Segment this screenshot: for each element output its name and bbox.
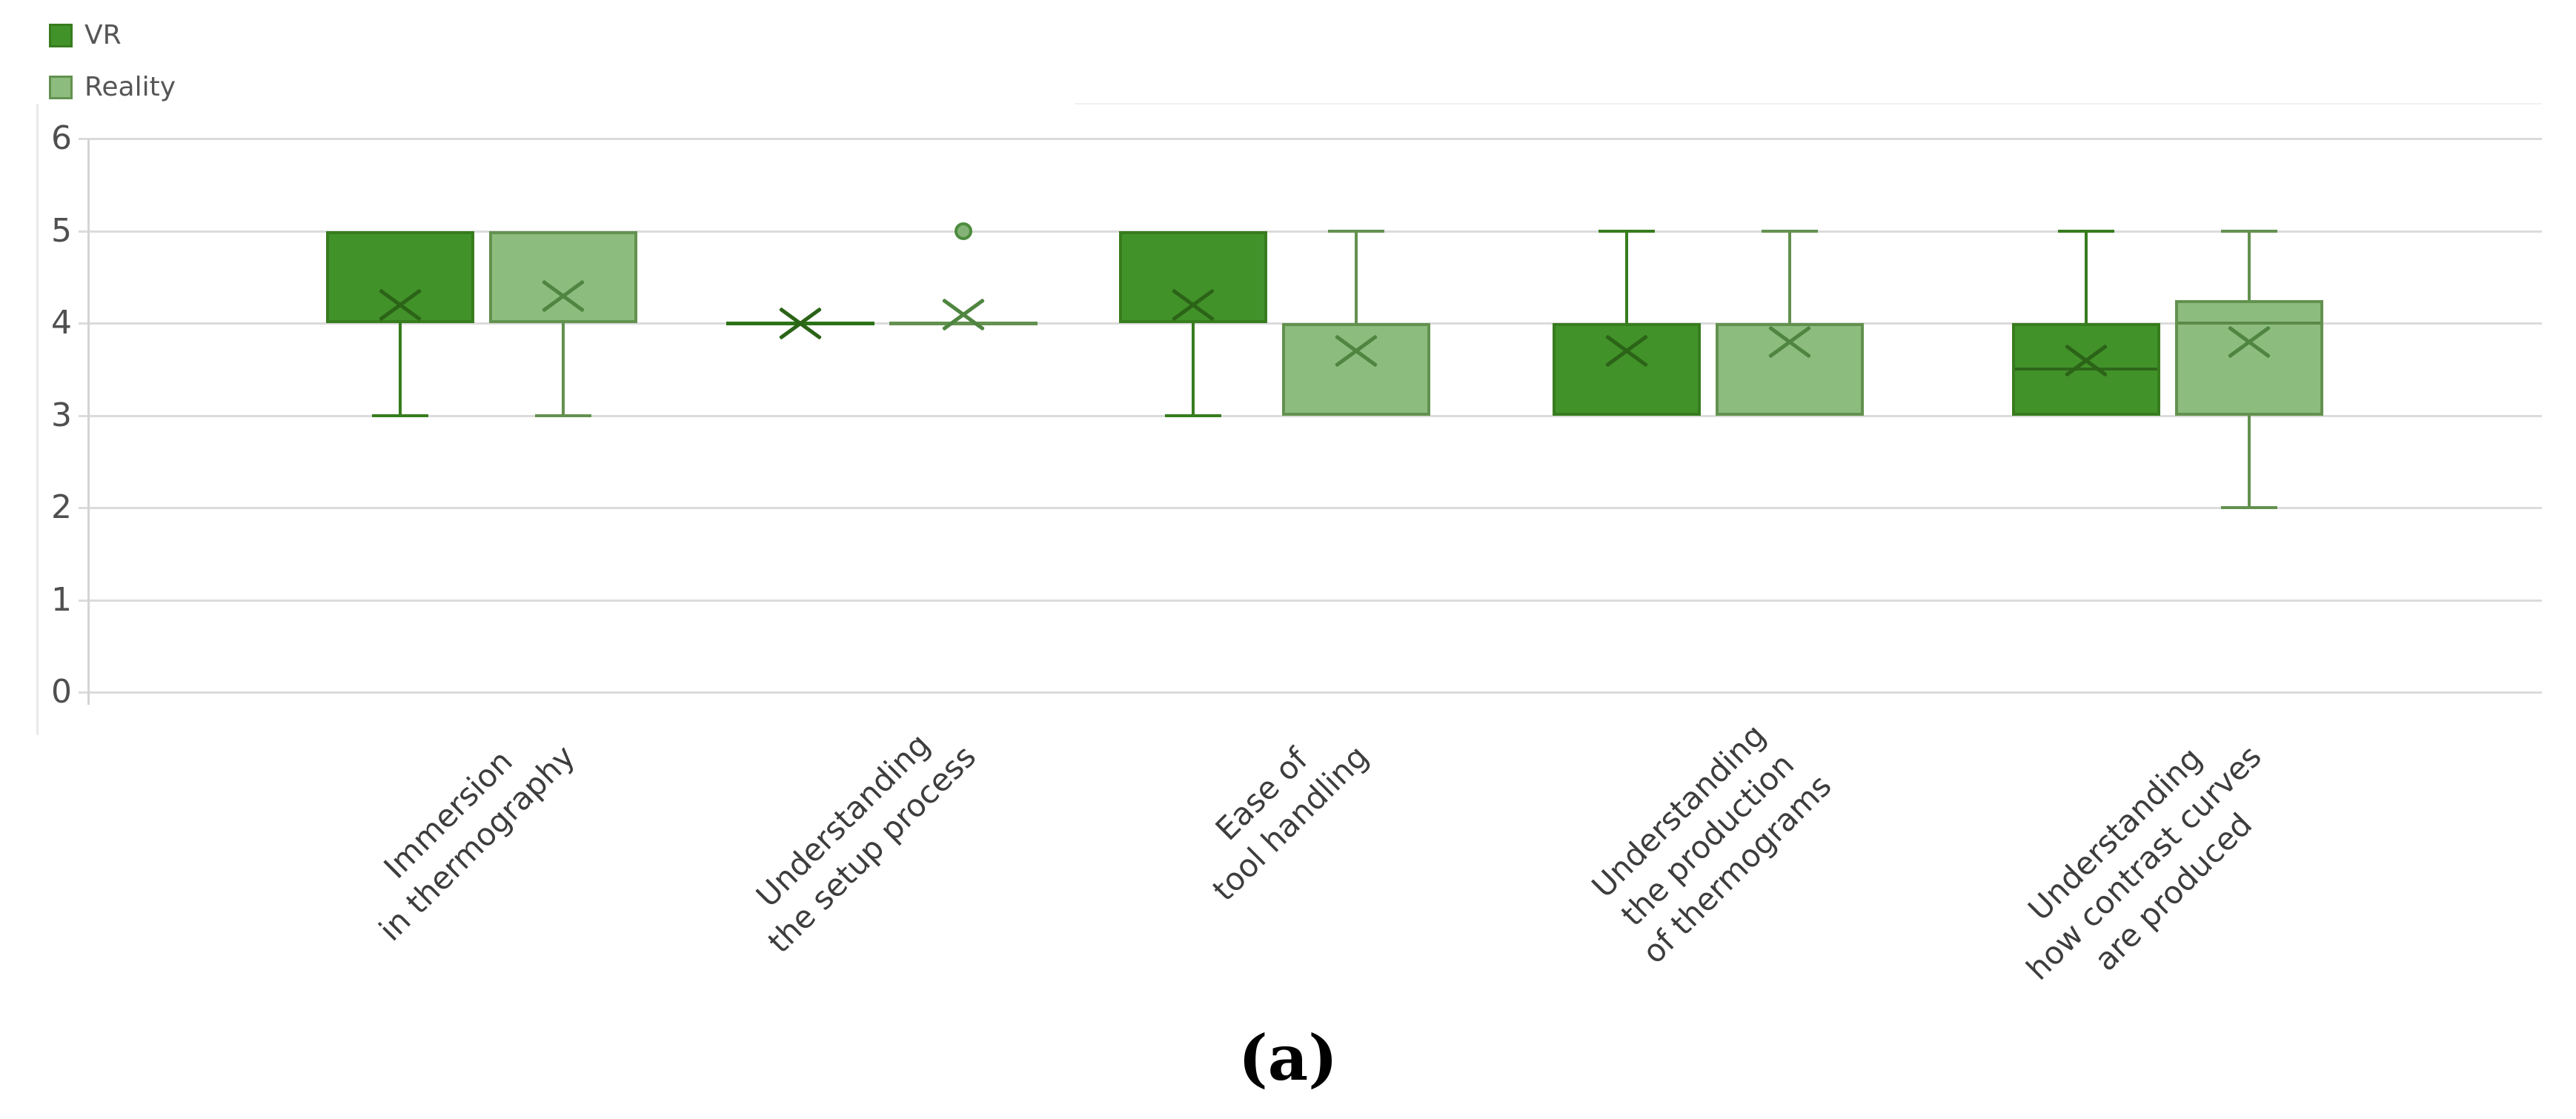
whisker-stem-lower	[1192, 323, 1195, 416]
whisker-stem-upper	[2248, 230, 2251, 300]
gridline	[79, 414, 2542, 417]
whisker-stem-lower	[399, 323, 402, 416]
category-label: Understanding the setup process	[748, 726, 983, 960]
box-reality	[2175, 299, 2323, 416]
chart-legend: VR Reality	[49, 21, 176, 124]
box-reality	[1716, 323, 1864, 416]
whisker-cap-upper	[1762, 229, 1818, 233]
outlier-dot	[955, 222, 972, 240]
whisker-stem-upper	[1625, 230, 1628, 323]
whisker-stem-upper	[2085, 230, 2088, 323]
y-axis-line	[87, 139, 90, 705]
mean-x-marker	[1605, 333, 1648, 368]
legend-label: VR	[84, 20, 122, 50]
whisker-cap-lower	[535, 414, 591, 417]
y-axis-tick-label: 6	[51, 119, 72, 157]
mean-x-marker	[1172, 288, 1215, 322]
gridline	[79, 507, 2542, 509]
y-axis-tick-label: 2	[51, 488, 72, 526]
mean-x-marker	[2065, 343, 2108, 377]
box-flat-line	[889, 322, 1038, 325]
whisker-stem-upper	[1788, 230, 1791, 323]
whisker-stem-lower	[562, 323, 565, 416]
gridline	[79, 691, 2542, 694]
whisker-cap-lower	[372, 414, 428, 417]
y-axis-tick-label: 0	[51, 673, 72, 711]
gridline	[79, 138, 2542, 140]
figure-caption: (a)	[1238, 1021, 1338, 1095]
box-vr	[1119, 230, 1267, 323]
box-reality	[489, 230, 637, 323]
legend-item-vr: VR	[49, 21, 176, 50]
whisker-cap-upper	[2221, 229, 2277, 233]
whisker-stem-lower	[2248, 415, 2251, 508]
y-axis-tick-label: 4	[51, 304, 72, 342]
whisker-cap-upper	[1599, 229, 1655, 233]
category-label: Understanding the production of thermogr…	[1584, 717, 1839, 971]
legend-swatch-icon	[49, 24, 73, 47]
chart-left-edge-line	[36, 104, 39, 735]
y-axis-tick-label: 1	[51, 580, 72, 619]
mean-x-marker	[1335, 333, 1378, 368]
mean-x-marker	[379, 288, 422, 322]
gridline	[79, 599, 2542, 602]
whisker-cap-lower	[2221, 506, 2277, 509]
median-line	[2178, 322, 2320, 325]
whisker-cap-upper	[1328, 229, 1384, 233]
mean-x-marker	[779, 306, 822, 340]
mean-x-marker	[542, 279, 585, 313]
box-vr	[1553, 323, 1701, 416]
whisker-cap-lower	[1165, 414, 1221, 417]
category-label: Ease of tool handling	[1205, 738, 1375, 909]
gridline	[79, 230, 2542, 233]
whisker-stem-upper	[1355, 230, 1358, 323]
mean-x-marker	[2228, 325, 2271, 359]
y-axis-tick-label: 3	[51, 396, 72, 434]
y-axis-tick-label: 5	[51, 211, 72, 250]
box-reality	[1282, 323, 1430, 416]
whisker-cap-upper	[2058, 229, 2114, 233]
legend-label: Reality	[84, 72, 176, 102]
category-label: Understanding how contrast curves are pr…	[2019, 738, 2268, 988]
mean-x-marker	[1768, 325, 1811, 359]
category-label: Immersion in thermography	[372, 738, 582, 949]
chart-top-border-line	[1075, 103, 2542, 104]
median-line	[2015, 368, 2157, 371]
legend-swatch-icon	[49, 76, 73, 99]
mean-x-marker	[942, 297, 985, 331]
legend-item-reality: Reality	[49, 73, 176, 102]
